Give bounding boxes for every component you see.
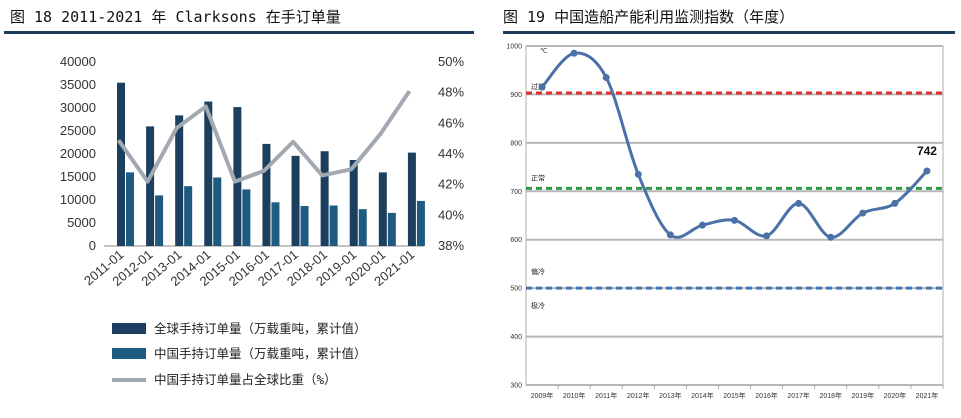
right-y-tick-label: 900	[510, 92, 522, 99]
china-orderbook-bar	[213, 177, 222, 246]
zone-label: 过热	[531, 82, 545, 91]
capacity-index-point	[538, 83, 546, 91]
right-y-tick-label: 1000	[506, 44, 522, 51]
zone-label: 偏冷	[531, 267, 545, 276]
right-x-tick-label: 2015年	[723, 391, 746, 400]
legend-swatch-global	[112, 323, 146, 334]
right-y-unit-label: ℃	[540, 48, 548, 55]
china-orderbook-bar	[300, 205, 309, 246]
left-y-tick-label: 30000	[60, 100, 96, 115]
global-orderbook-bar	[146, 126, 155, 246]
china-orderbook-bar	[242, 189, 251, 246]
global-orderbook-bar	[175, 115, 184, 246]
right-x-tick-label: 2018年	[819, 391, 842, 400]
global-orderbook-bar	[233, 107, 242, 246]
left-y-tick-label: 20000	[60, 146, 96, 161]
capacity-index-point	[570, 49, 578, 57]
legend-label-global: 全球手持订单量（万载重吨，累计值）	[154, 321, 367, 336]
global-orderbook-bar	[291, 155, 300, 246]
right-x-tick-label: 2019年	[852, 391, 875, 400]
global-orderbook-bar	[117, 82, 125, 246]
china-orderbook-bar	[416, 200, 425, 246]
legend-swatch-china	[112, 348, 146, 359]
right-y-tick-label: 400	[510, 334, 522, 341]
capacity-index-point	[602, 73, 610, 81]
china-orderbook-bar	[387, 212, 396, 246]
right-y-tick-label: 600	[510, 237, 522, 244]
right-y-tick-label: 700	[510, 189, 522, 196]
left-y-tick-label: 5000	[67, 215, 96, 230]
right-y-tick-label: 50%	[438, 54, 464, 69]
right-x-tick-label: 2016年	[755, 391, 778, 400]
global-orderbook-bar	[262, 143, 271, 246]
right-x-tick-label: 2020年	[884, 391, 907, 400]
right-y-tick-label: 500	[510, 286, 522, 293]
capacity-index-point	[923, 167, 931, 175]
right-y-tick-label: 38%	[438, 238, 464, 253]
right-y-tick-label: 800	[510, 140, 522, 147]
capacity-index-point	[731, 216, 738, 224]
right-y-tick-label: 42%	[438, 177, 464, 192]
left-y-tick-label: 0	[89, 238, 96, 253]
right-x-tick-label: 2021年	[916, 391, 939, 400]
china-orderbook-bar	[184, 186, 193, 246]
global-orderbook-bar	[378, 172, 387, 246]
china-orderbook-bar	[329, 205, 338, 246]
right-plot-frame	[525, 45, 944, 386]
global-orderbook-bar	[349, 159, 358, 246]
capacity-index-point	[859, 209, 867, 217]
china-orderbook-bar	[271, 202, 280, 246]
capacity-index-point	[891, 199, 899, 207]
right-x-tick-label: 2014年	[691, 391, 714, 400]
china-share-line	[116, 90, 412, 184]
capacity-index-point	[763, 232, 771, 240]
capacity-index-point	[827, 233, 835, 241]
zone-label: 极冷	[531, 301, 545, 310]
right-x-tick-label: 2012年	[627, 391, 650, 400]
left-y-tick-label: 15000	[60, 169, 96, 184]
right-y-tick-label: 300	[510, 383, 522, 390]
left-y-tick-label: 35000	[60, 77, 96, 92]
legend-label-share: 中国手持订单量占全球比重（%）	[154, 372, 337, 387]
left-y-tick-label: 25000	[60, 123, 96, 138]
china-orderbook-bar	[126, 172, 134, 246]
left-title-rule	[4, 31, 474, 34]
china-orderbook-bar	[155, 195, 164, 246]
right-x-tick-label: 2013年	[659, 391, 682, 400]
right-y-tick-label: 44%	[438, 146, 464, 161]
capacity-index-point	[666, 231, 674, 239]
legend-label-china: 中国手持订单量（万载重吨，累计值）	[154, 346, 367, 361]
right-y-tick-label: 46%	[438, 115, 464, 130]
global-orderbook-bar	[204, 101, 213, 246]
right-y-tick-label: 40%	[438, 207, 464, 222]
china-orderbook-bar	[358, 209, 367, 246]
right-x-tick-label: 2011年	[595, 391, 617, 400]
zone-label: 正常	[531, 173, 545, 182]
right-figure-title: 图 19 中国造船产能利用监测指数（年度）	[503, 8, 795, 26]
right-x-tick-label: 2009年	[531, 391, 554, 400]
left-y-tick-label: 10000	[60, 192, 96, 207]
right-x-tick-label: 2017年	[787, 391, 810, 400]
right-title-rule	[503, 31, 955, 34]
global-orderbook-bar	[320, 151, 329, 246]
capacity-index-point	[698, 221, 706, 229]
right-y-tick-label: 48%	[438, 85, 464, 100]
capacity-index-point	[795, 199, 803, 207]
capacity-index-point	[634, 170, 642, 178]
capacity-index-line	[540, 51, 929, 239]
latest-value-callout: 742	[917, 144, 937, 158]
left-y-tick-label: 40000	[60, 54, 96, 69]
right-x-tick-label: 2010年	[563, 391, 586, 400]
left-figure-title: 图 18 2011-2021 年 Clarksons 在手订单量	[10, 8, 341, 26]
global-orderbook-bar	[407, 152, 416, 246]
